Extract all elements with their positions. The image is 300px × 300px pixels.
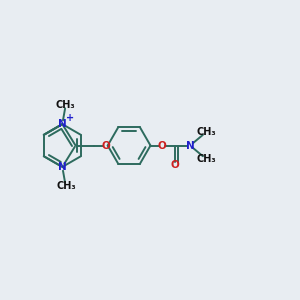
Text: CH₃: CH₃ xyxy=(56,100,76,110)
Text: N: N xyxy=(186,140,194,151)
Text: CH₃: CH₃ xyxy=(196,154,216,164)
Text: O: O xyxy=(101,140,110,151)
Text: N: N xyxy=(58,119,67,129)
Text: O: O xyxy=(158,140,167,151)
Text: O: O xyxy=(171,160,179,170)
Text: +: + xyxy=(66,112,74,123)
Text: CH₃: CH₃ xyxy=(196,128,216,137)
Text: CH₃: CH₃ xyxy=(57,181,76,191)
Text: N: N xyxy=(58,162,67,172)
